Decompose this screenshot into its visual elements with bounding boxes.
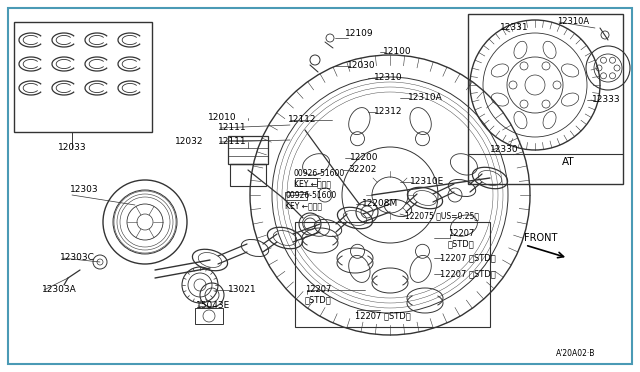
Text: 12100: 12100 [383, 48, 412, 57]
Bar [14, 22, 152, 132]
Text: 12207: 12207 [448, 230, 474, 238]
Bar [295, 222, 490, 327]
Text: 12010: 12010 [208, 113, 237, 122]
Bar [228, 136, 268, 164]
Text: 12111: 12111 [218, 124, 246, 132]
Text: AT: AT [562, 157, 575, 167]
Text: 12310A: 12310A [557, 17, 589, 26]
Text: 12331: 12331 [500, 23, 529, 32]
Text: 12310: 12310 [374, 74, 403, 83]
Text: 12312: 12312 [374, 108, 403, 116]
Text: 12207 〈STD〉: 12207 〈STD〉 [440, 253, 496, 263]
Text: 12109: 12109 [345, 29, 374, 38]
Text: A'20A02·B: A'20A02·B [556, 350, 595, 359]
Bar [195, 308, 223, 324]
Text: 12207: 12207 [305, 285, 332, 295]
Text: 12303: 12303 [70, 186, 99, 195]
Text: 12030: 12030 [347, 61, 376, 71]
Text: 12200: 12200 [350, 154, 378, 163]
Text: 12033: 12033 [58, 144, 86, 153]
Text: 122075 【US=0.25】: 122075 【US=0.25】 [405, 212, 479, 221]
Text: 12333: 12333 [592, 96, 621, 105]
Text: 12207 〈STD〉: 12207 〈STD〉 [355, 311, 411, 321]
Text: 12207 〈STD〉: 12207 〈STD〉 [440, 269, 496, 279]
Bar [230, 164, 266, 186]
Text: 12111: 12111 [218, 138, 246, 147]
Text: 12330: 12330 [490, 145, 518, 154]
Text: 〈STD〉: 〈STD〉 [448, 240, 475, 248]
Text: 12303A: 12303A [42, 285, 77, 295]
Text: 15043E: 15043E [196, 301, 230, 311]
Bar [285, 192, 307, 200]
Text: 12032: 12032 [175, 138, 204, 147]
Text: KEY ←（１）: KEY ←（１） [285, 202, 322, 211]
Text: 12303C: 12303C [60, 253, 95, 263]
Text: 00926-51600: 00926-51600 [285, 192, 336, 201]
Bar [468, 14, 623, 184]
Text: 12310A: 12310A [408, 93, 443, 103]
Text: FRONT: FRONT [524, 233, 557, 243]
Text: 12112: 12112 [288, 115, 317, 125]
Bar [295, 178, 317, 186]
Text: 〈STD〉: 〈STD〉 [305, 295, 332, 305]
Text: 12310E: 12310E [410, 177, 444, 186]
Text: KEY ←（１）: KEY ←（１） [294, 180, 331, 189]
Text: 32202: 32202 [348, 166, 376, 174]
Text: 12208M: 12208M [362, 199, 398, 208]
Text: 00926-51600: 00926-51600 [294, 170, 345, 179]
Text: 13021: 13021 [228, 285, 257, 295]
